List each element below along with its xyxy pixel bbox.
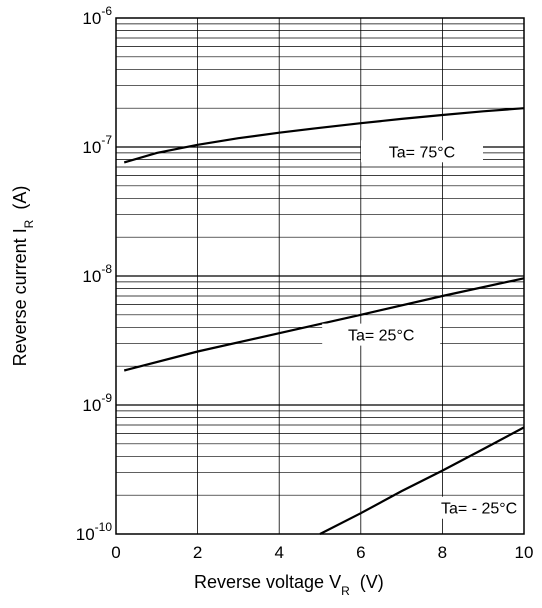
x-tick-label: 2 <box>193 543 202 562</box>
curve-series-1 <box>123 107 525 164</box>
x-tick-labels: 0 2 4 6 8 10 <box>111 543 533 562</box>
plot-frame <box>115 17 525 535</box>
curve-series-3 <box>319 426 525 535</box>
y-tick-label: 10-8 <box>82 262 112 286</box>
x-tick-label: 8 <box>438 543 447 562</box>
curve-label: Ta= 75°C <box>389 144 455 161</box>
grid-lines <box>116 18 524 534</box>
curve-series-2 <box>123 277 525 372</box>
y-tick-label: 10-7 <box>82 133 112 157</box>
curves: Ta= 75°C Ta= 25°C Ta= - 25°C <box>123 107 533 535</box>
y-tick-label: 10-9 <box>82 391 112 415</box>
y-tick-labels: 10-10 10-9 10-8 10-7 10-6 <box>76 4 113 544</box>
y-axis-label: Reverse current IR(A) <box>10 186 36 367</box>
curve-label: Ta= - 25°C <box>441 501 517 518</box>
curve-label-backdrop <box>322 323 441 346</box>
x-axis-label: Reverse voltage VR (V) <box>194 572 384 598</box>
x-tick-label: 0 <box>111 543 120 562</box>
curve-label: Ta= 25°C <box>348 328 414 345</box>
curve-label-backdrop <box>361 140 483 163</box>
x-tick-label: 10 <box>515 543 534 562</box>
y-tick-label: 10-6 <box>82 4 112 28</box>
x-tick-label: 6 <box>356 543 365 562</box>
curve-label-backdrop <box>426 496 533 519</box>
y-tick-label: 10-10 <box>76 520 113 544</box>
x-tick-label: 4 <box>274 543 283 562</box>
